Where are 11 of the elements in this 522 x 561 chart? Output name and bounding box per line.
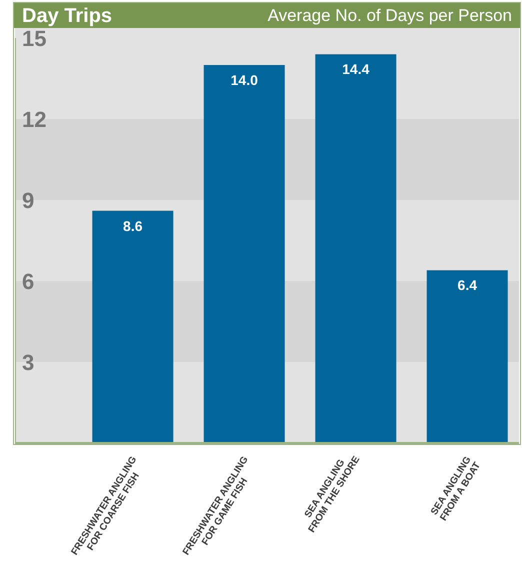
chart-title: Day Trips [22,4,112,28]
data-label: 14.0 [230,72,258,88]
y-tick-label: 9 [22,188,34,213]
data-label: 8.6 [123,218,143,234]
chart-subtitle: Average No. of Days per Person [268,5,512,27]
y-tick-label: 12 [22,107,46,132]
y-tick-label: 3 [22,350,34,375]
data-label: 6.4 [458,277,478,294]
y-tick-label: 6 [22,269,34,294]
y-tick-label: 15 [22,26,46,51]
data-label: 14.4 [342,61,370,78]
